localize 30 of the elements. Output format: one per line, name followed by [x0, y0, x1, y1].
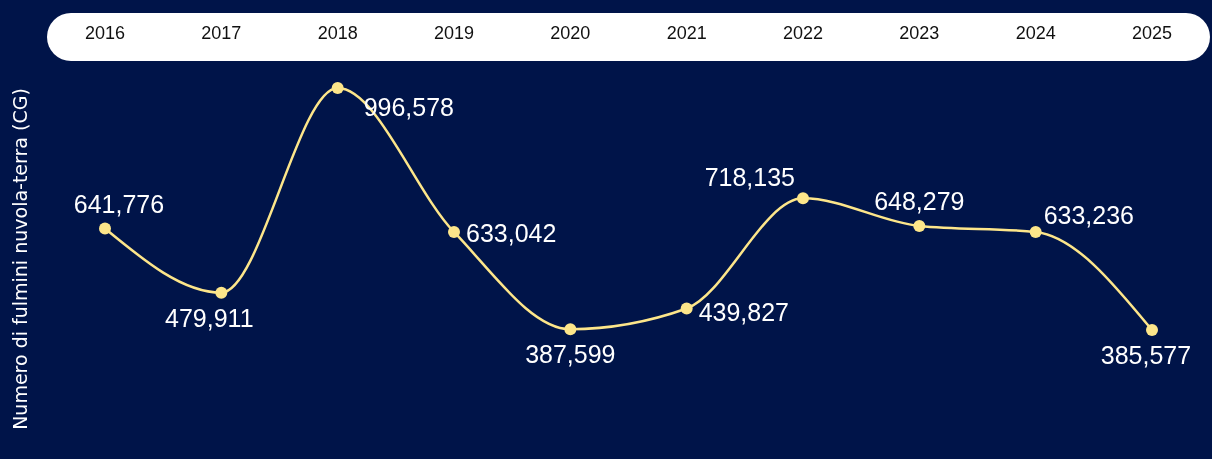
point — [564, 323, 577, 336]
x-tick-label: 2017 — [201, 23, 242, 43]
x-tick-label: 2018 — [317, 23, 358, 43]
point — [680, 302, 693, 315]
point — [797, 192, 809, 205]
x-tick-label: 2023 — [899, 23, 940, 43]
data-label: 633,236 — [1043, 200, 1135, 229]
point — [448, 225, 460, 238]
data-label: 387,599 — [525, 340, 616, 369]
data-label: 633,042 — [466, 218, 557, 247]
point — [331, 82, 344, 94]
data-label: 648,279 — [874, 186, 965, 215]
x-tick-label: 2016 — [84, 23, 126, 43]
point — [913, 219, 926, 232]
data-label: 641,776 — [73, 189, 165, 218]
x-tick-label: 2022 — [782, 23, 824, 43]
point — [215, 286, 228, 299]
x-tick-label: 2024 — [1015, 23, 1056, 43]
point — [1029, 225, 1042, 238]
point — [1146, 324, 1158, 336]
data-label: 385,577 — [1100, 341, 1192, 369]
point — [99, 222, 111, 235]
data-label: 479,911 — [165, 303, 254, 332]
y-axis-title: Numero di fulmini nuvola-terra (CG) — [9, 88, 31, 430]
data-label: 718,135 — [704, 163, 795, 192]
x-tick-label: 2025 — [1131, 23, 1173, 43]
x-tick-label: 2021 — [666, 23, 707, 43]
data-label: 439,827 — [698, 297, 790, 326]
x-tick-label: 2020 — [550, 23, 591, 43]
x-tick-label: 2019 — [433, 23, 475, 43]
